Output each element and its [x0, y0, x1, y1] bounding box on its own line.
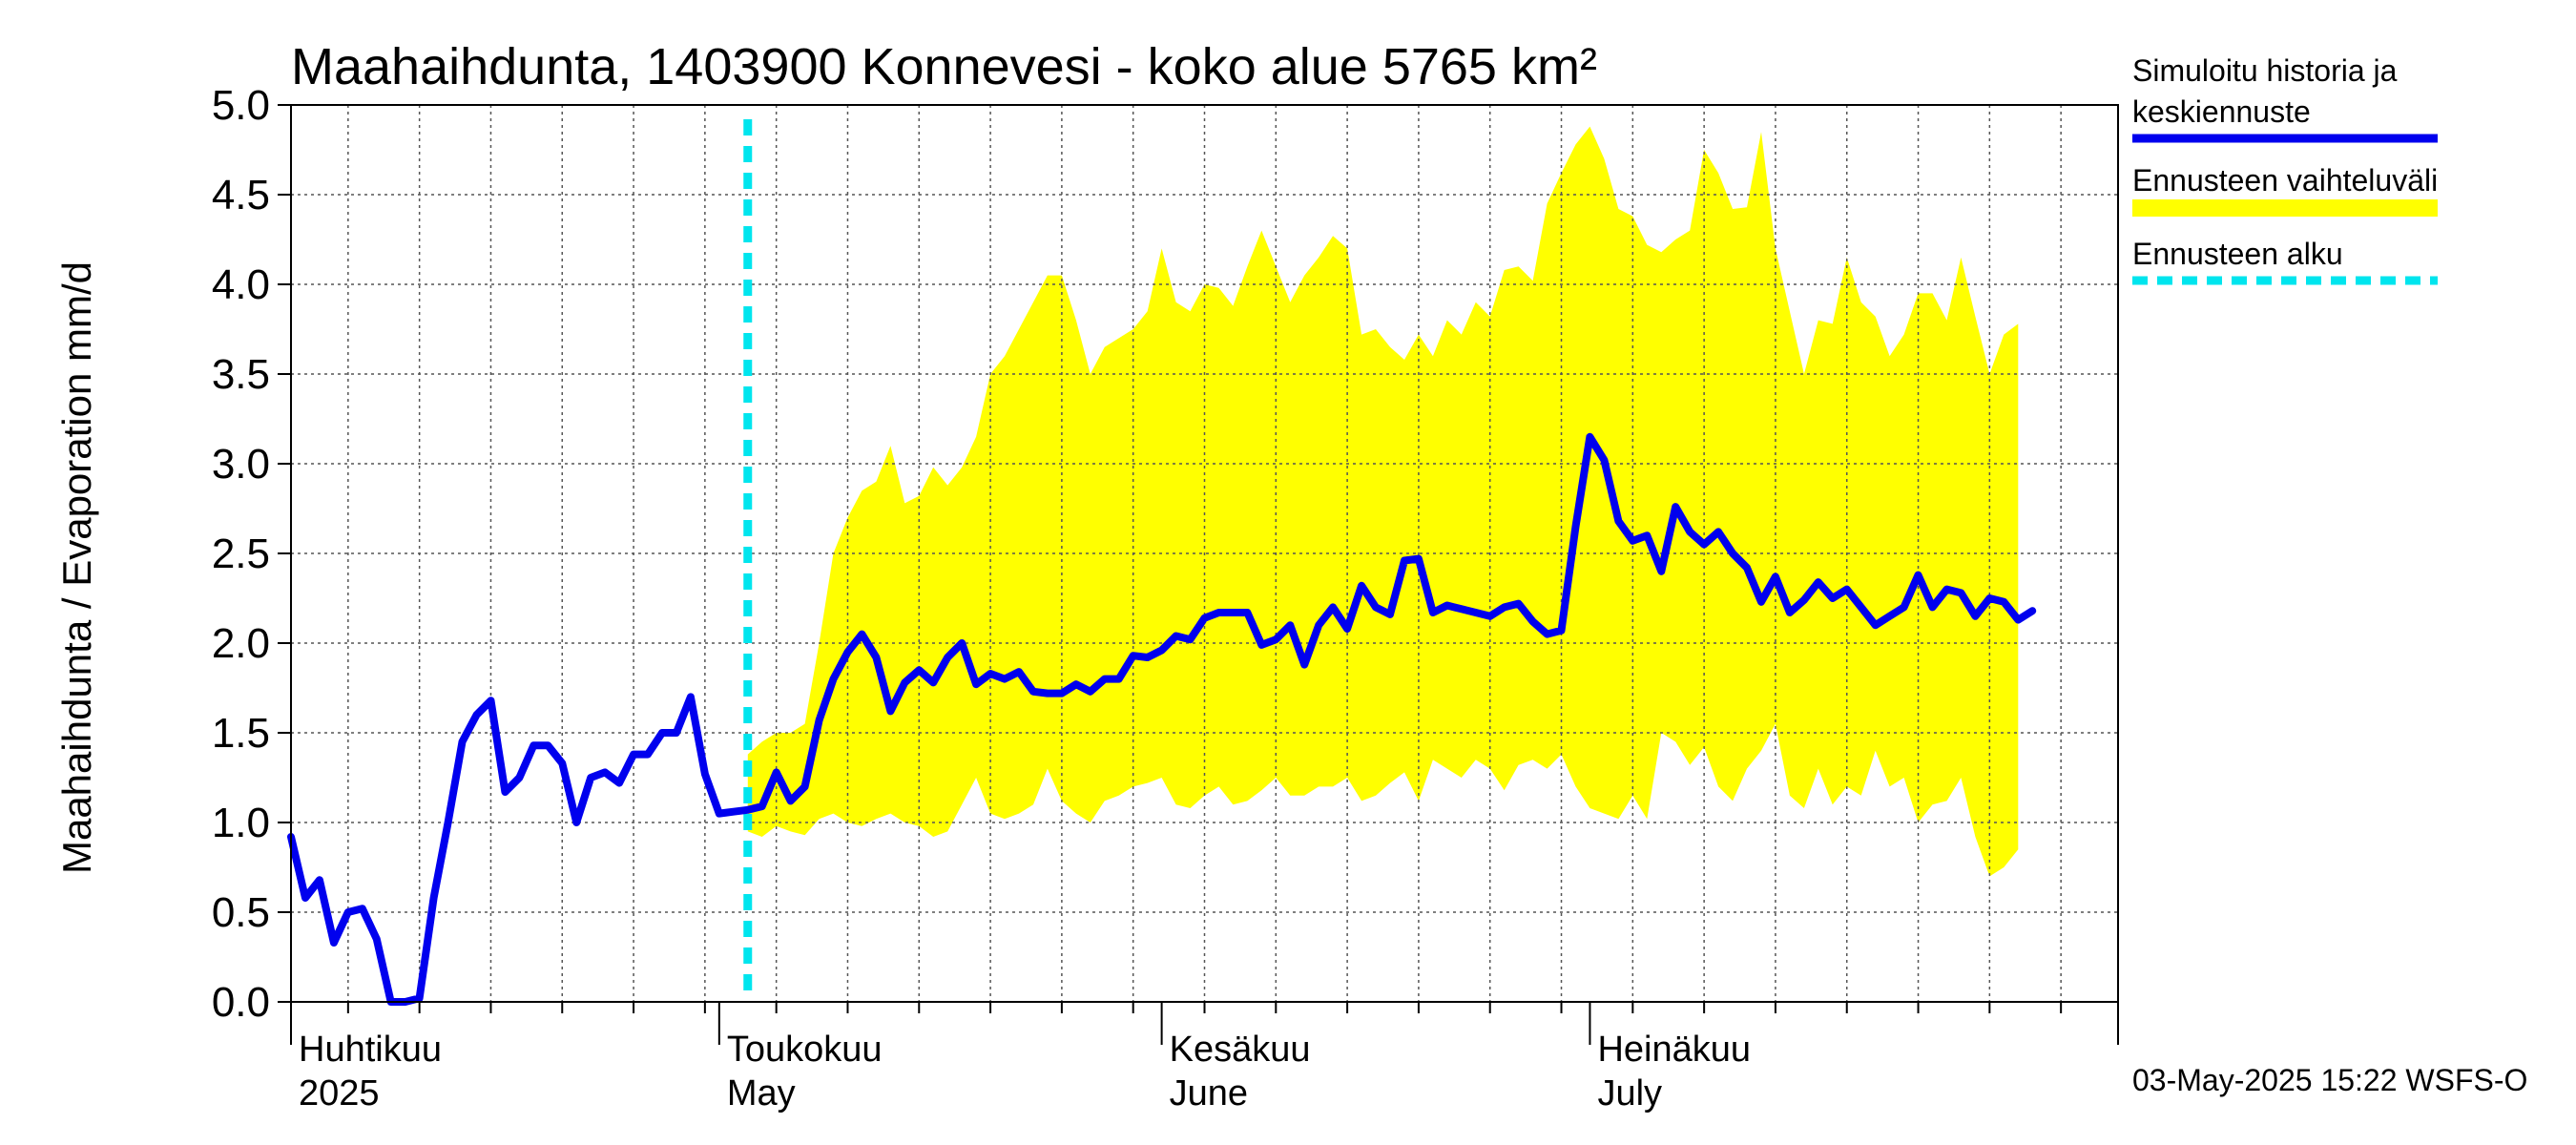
plot-area — [287, 104, 2119, 1006]
grid-layer — [291, 105, 2118, 1002]
x-month-label: Toukokuu — [727, 1030, 883, 1070]
y-tick-label: 0.0 — [212, 979, 270, 1026]
legend-label-simulated-line2: keskiennuste — [2132, 94, 2311, 129]
y-tick-label: 4.0 — [212, 261, 270, 308]
x-month-sublabel: June — [1170, 1073, 1248, 1114]
legend-label-range: Ennusteen vaihteluväli — [2132, 163, 2438, 198]
y-tick-label: 0.5 — [212, 889, 270, 936]
legend-label-simulated-line1: Simuloitu historia ja — [2132, 53, 2398, 88]
y-tick-label: 3.0 — [212, 441, 270, 488]
simulated-line-layer — [287, 432, 2037, 1006]
x-month-sublabel: July — [1597, 1073, 1662, 1114]
y-tick-label: 1.0 — [212, 800, 270, 846]
y-tick-label: 2.5 — [212, 531, 270, 577]
chart-title: Maahaihdunta, 1403900 Konnevesi - koko a… — [291, 38, 1597, 95]
y-axis-ticks: 0.0 0.5 1.0 1.5 2.0 2.5 3.0 3.5 4.0 4.5 5.0 — [212, 82, 291, 1026]
x-month-sublabel: 2025 — [299, 1073, 380, 1114]
y-tick-label: 1.5 — [212, 710, 270, 757]
y-tick-label: 2.0 — [212, 620, 270, 667]
y-axis-label: Maahaihdunta / Evaporation mm/d — [54, 261, 99, 874]
legend-label-forecast-start: Ennusteen alku — [2132, 237, 2343, 271]
timestamp: 03-May-2025 15:22 WSFS-O — [2132, 1063, 2527, 1097]
x-month-label: Kesäkuu — [1170, 1030, 1311, 1070]
x-month-label: Heinäkuu — [1597, 1030, 1751, 1070]
x-month-sublabel: May — [727, 1073, 796, 1114]
y-tick-label: 5.0 — [212, 82, 270, 129]
legend: Simuloitu historia ja keskiennuste Ennus… — [2132, 53, 2438, 285]
y-tick-label: 4.5 — [212, 172, 270, 219]
simulated-series-line — [287, 432, 2037, 1006]
x-month-label: Huhtikuu — [299, 1030, 442, 1070]
y-tick-label: 3.5 — [212, 351, 270, 398]
